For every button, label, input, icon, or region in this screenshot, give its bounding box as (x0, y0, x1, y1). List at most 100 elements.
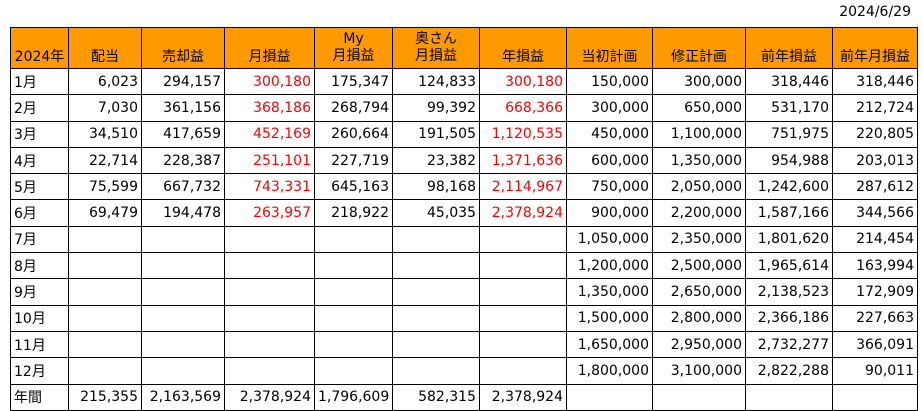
row-label-cell: 10月 (10, 304, 69, 332)
cell-yearly: 2,378,924 (479, 383, 567, 411)
cell-yearly: 2,378,924 (479, 199, 567, 227)
year-header: 2024年 (10, 27, 69, 69)
cell-wife: 582,315 (392, 383, 480, 411)
cell-prev-month: 90,011 (832, 357, 918, 385)
table-row: 9月 1,350,000 2,650,000 2,138,523 172,909 (10, 278, 918, 306)
cell-prev-year: 2,138,523 (745, 278, 833, 306)
table-row: 3月 34,510 417,659 452,169 260,664 191,505 1,12… (10, 120, 918, 148)
row-label-cell: 1月 (10, 67, 69, 96)
cell-plan: 900,000 (566, 199, 653, 227)
cell-prev-year: 531,170 (745, 94, 833, 122)
row-label-cell: 年間 (10, 383, 69, 411)
cell-sale: 228,387 (141, 146, 225, 175)
cell-revised: 1,350,000 (652, 146, 746, 175)
cell-dividend (68, 278, 142, 306)
cell-yearly (479, 304, 567, 332)
cell-wife (392, 225, 480, 254)
revised-plan-header: 修正計画 (652, 27, 746, 69)
header-row: 2024年 配当 売却益 月損益 My 月損益 奥さん 月損益 年損益 当初計画 修正計画 前年損益前… (10, 27, 918, 69)
cell-my: 218,922 (314, 199, 393, 227)
cell-dividend: 7,030 (68, 94, 142, 122)
cell-revised: 2,500,000 (652, 252, 746, 280)
cell-sale: 194,478 (141, 199, 225, 227)
table-row: 10月 1,500,000 2,800,000 2,366,186 227,663 (10, 304, 918, 332)
cell-prev-year: 1,242,600 (745, 173, 833, 201)
cell-dividend (68, 357, 142, 385)
cell-prev-month (832, 383, 918, 411)
cell-prev-month: 203,013 (832, 146, 918, 175)
cell-yearly: 2,114,967 (479, 173, 567, 201)
cell-revised: 1,100,000 (652, 120, 746, 148)
row-label-cell: 3月 (10, 120, 69, 148)
cell-wife (392, 252, 480, 280)
cell-my: 260,664 (314, 120, 393, 148)
cell-monthly: 368,186 (224, 94, 315, 122)
cell-wife: 45,035 (392, 199, 480, 227)
cell-my: 227,719 (314, 146, 393, 175)
cell-my (314, 330, 393, 359)
cell-monthly (224, 225, 315, 254)
cell-dividend: 215,355 (68, 383, 142, 411)
dividend-header: 配当 (68, 27, 142, 69)
cell-sale: 361,156 (141, 94, 225, 122)
cell-prev-year: 1,587,166 (745, 199, 833, 227)
row-label-cell: 9月 (10, 278, 69, 306)
my-monthly-pl-header: My 月損益 (314, 27, 393, 69)
cell-revised: 2,050,000 (652, 173, 746, 201)
cell-sale (141, 330, 225, 359)
initial-plan-header: 当初計画 (566, 27, 653, 69)
cell-monthly (224, 278, 315, 306)
row-label-cell: 8月 (10, 252, 69, 280)
cell-revised: 2,950,000 (652, 330, 746, 359)
cell-revised: 650,000 (652, 94, 746, 122)
cell-my (314, 304, 393, 332)
cell-sale (141, 252, 225, 280)
cell-plan: 1,050,000 (566, 225, 653, 254)
table-row: 6月 69,479 194,478 263,957 218,922 45,035 2,378… (10, 199, 918, 227)
cell-prev-month: 366,091 (832, 330, 918, 359)
yearly-pl-header: 年損益 (479, 27, 567, 69)
cell-sale (141, 278, 225, 306)
cell-prev-month: 163,994 (832, 252, 918, 280)
table-row: 8月 1,200,000 2,500,000 1,965,614 163,994 (10, 252, 918, 280)
sale-profit-header: 売却益 (141, 27, 225, 69)
cell-plan: 300,000 (566, 94, 653, 122)
cell-yearly: 668,366 (479, 94, 567, 122)
cell-dividend: 34,510 (68, 120, 142, 148)
cell-yearly: 1,371,636 (479, 146, 567, 175)
cell-sale: 667,732 (141, 173, 225, 201)
cell-yearly (479, 357, 567, 385)
table-row: 11月 1,650,000 2,950,000 2,732,277 366,091 (10, 330, 918, 359)
cell-prev-month: 318,446 (832, 67, 918, 96)
cell-dividend: 22,714 (68, 146, 142, 175)
cell-wife: 191,505 (392, 120, 480, 148)
cell-my: 268,794 (314, 94, 393, 122)
cell-plan: 750,000 (566, 173, 653, 201)
row-label-cell: 4月 (10, 146, 69, 175)
row-label-cell: 5月 (10, 173, 69, 201)
cell-wife (392, 304, 480, 332)
cell-monthly: 452,169 (224, 120, 315, 148)
row-label-cell: 2月 (10, 94, 69, 122)
cell-wife (392, 330, 480, 359)
cell-monthly (224, 330, 315, 359)
row-label-cell: 11月 (10, 330, 69, 359)
cell-yearly: 1,120,535 (479, 120, 567, 148)
cell-wife: 124,833 (392, 67, 480, 96)
cell-yearly (479, 225, 567, 254)
prev-year-pl-header: 前年損益 (745, 27, 833, 69)
table-row: 5月 75,599 667,732 743,331 645,163 98,168 2,114… (10, 173, 918, 201)
cell-revised: 2,350,000 (652, 225, 746, 254)
cell-my (314, 252, 393, 280)
cell-prev-month: 287,612 (832, 173, 918, 201)
profit-loss-table: 2024年 配当 売却益 月損益 My 月損益 奥さん 月損益 年損益 当初計画 修正計画 前年損益前… (10, 27, 918, 411)
cell-sale: 294,157 (141, 67, 225, 96)
cell-wife: 23,382 (392, 146, 480, 175)
cell-revised: 3,100,000 (652, 357, 746, 385)
cell-sale (141, 304, 225, 332)
cell-plan: 1,350,000 (566, 278, 653, 306)
cell-revised: 2,650,000 (652, 278, 746, 306)
table-row: 12月 1,800,000 3,100,000 2,822,288 90,011 (10, 357, 918, 385)
cell-prev-year: 1,801,620 (745, 225, 833, 254)
cell-monthly: 263,957 (224, 199, 315, 227)
